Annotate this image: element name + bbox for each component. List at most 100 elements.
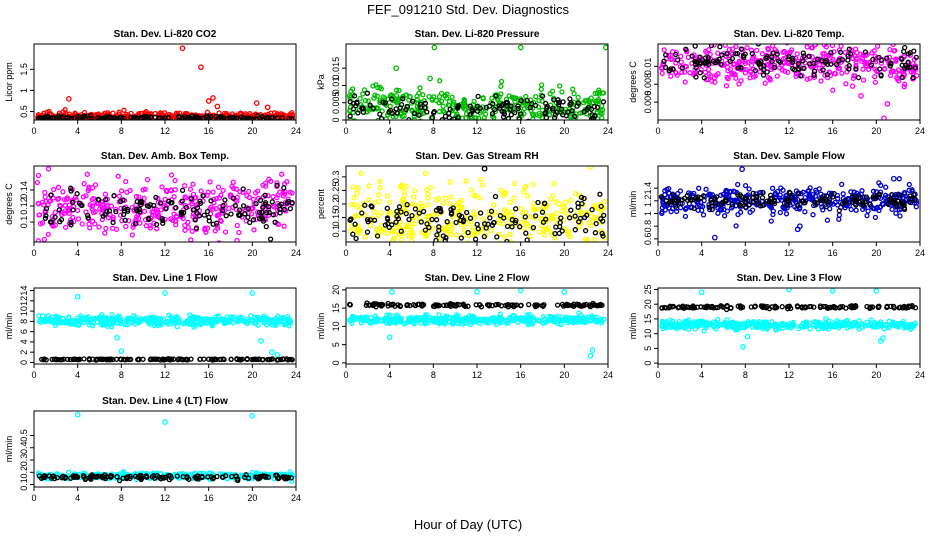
- point: [483, 318, 489, 324]
- point: [147, 225, 154, 231]
- outlier-point: [481, 166, 488, 172]
- point: [436, 109, 443, 115]
- point: [262, 112, 268, 118]
- point: [264, 322, 270, 328]
- point: [465, 229, 471, 236]
- point: [437, 318, 443, 325]
- point: [735, 65, 742, 71]
- point: [748, 304, 754, 310]
- point: [890, 197, 896, 203]
- point: [267, 317, 273, 323]
- point: [904, 64, 910, 71]
- point: [860, 52, 866, 59]
- point: [802, 198, 809, 204]
- point: [447, 106, 453, 113]
- point: [265, 114, 271, 120]
- point: [130, 316, 136, 322]
- point: [106, 111, 112, 118]
- point: [524, 314, 530, 320]
- point: [367, 222, 374, 228]
- point: [686, 323, 692, 329]
- point: [475, 138, 479, 142]
- point: [469, 319, 476, 325]
- point: [788, 305, 794, 312]
- point: [532, 206, 539, 213]
- point: [542, 319, 548, 326]
- point: [444, 219, 450, 225]
- point: [522, 184, 528, 191]
- point: [849, 322, 856, 328]
- point: [750, 71, 756, 77]
- point: [504, 302, 511, 308]
- point: [664, 186, 670, 193]
- point: [202, 225, 208, 231]
- point: [683, 46, 689, 52]
- point: [758, 321, 764, 328]
- point: [821, 198, 827, 204]
- point: [396, 231, 402, 238]
- point: [792, 194, 798, 200]
- point: [110, 116, 116, 120]
- point: [258, 317, 264, 323]
- point: [398, 228, 404, 234]
- point: [729, 319, 736, 325]
- outlier-point: [711, 234, 718, 241]
- point: [783, 324, 789, 330]
- point: [103, 356, 109, 362]
- point: [164, 113, 170, 119]
- point: [515, 315, 522, 321]
- point: [115, 320, 121, 326]
- point: [745, 197, 751, 204]
- point: [810, 197, 816, 203]
- point: [735, 323, 742, 330]
- point: [145, 115, 152, 120]
- point: [873, 59, 879, 65]
- point: [708, 321, 714, 327]
- point: [173, 315, 179, 321]
- point: [777, 65, 783, 71]
- point: [407, 229, 413, 236]
- point: [754, 201, 760, 207]
- point: [40, 115, 47, 120]
- point: [282, 321, 288, 327]
- point: [281, 223, 287, 229]
- point: [361, 212, 368, 218]
- point: [598, 219, 604, 225]
- point: [43, 209, 49, 215]
- point: [839, 181, 845, 188]
- point: [283, 208, 289, 214]
- point: [227, 112, 233, 119]
- point: [371, 217, 378, 223]
- point: [92, 315, 98, 321]
- outlier-point: [393, 65, 400, 72]
- point: [867, 201, 873, 208]
- point: [851, 53, 858, 59]
- point: [713, 304, 719, 311]
- point: [498, 319, 504, 326]
- point: [593, 317, 599, 323]
- point: [384, 318, 391, 325]
- point: [141, 208, 148, 214]
- point: [417, 101, 424, 107]
- point: [461, 106, 468, 112]
- point: [160, 114, 167, 120]
- point: [524, 237, 530, 242]
- point: [899, 195, 906, 201]
- point: [378, 302, 384, 309]
- point: [708, 73, 714, 79]
- point: [283, 117, 289, 120]
- point: [739, 57, 746, 64]
- point: [872, 56, 879, 63]
- point: [412, 202, 418, 208]
- point: [436, 302, 442, 309]
- point: [415, 101, 421, 107]
- point: [766, 305, 773, 312]
- point: [133, 118, 139, 120]
- point: [124, 114, 130, 120]
- point: [233, 206, 239, 213]
- point: [42, 317, 48, 323]
- point: [129, 116, 136, 120]
- point: [69, 197, 76, 203]
- point: [538, 206, 544, 212]
